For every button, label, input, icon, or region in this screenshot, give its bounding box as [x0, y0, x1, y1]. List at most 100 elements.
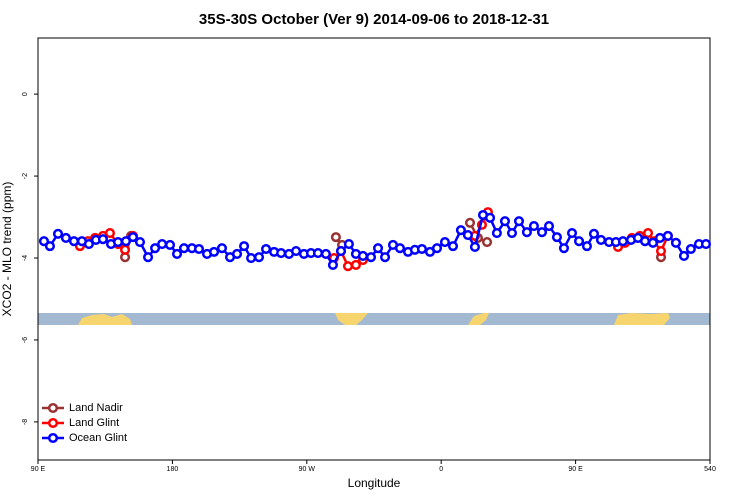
- data-point: [655, 245, 667, 257]
- x-tick-label: 90 E: [568, 466, 583, 473]
- data-point: [484, 212, 496, 223]
- data-point: [380, 252, 391, 263]
- legend-label: Land Nadir: [69, 402, 123, 414]
- data-point: [700, 239, 712, 250]
- x-tick-label: 180: [167, 466, 179, 473]
- y-tick-label: 0: [22, 92, 29, 96]
- data-point: [365, 252, 377, 263]
- data-point: [209, 246, 220, 257]
- data-point: [320, 248, 331, 259]
- data-point: [193, 243, 205, 255]
- land-band: [614, 313, 670, 325]
- data-point: [394, 243, 406, 254]
- data-point: [595, 234, 607, 246]
- data-point: [68, 236, 80, 247]
- land-band: [468, 313, 489, 325]
- data-point: [171, 248, 183, 259]
- y-axis-label: XCO2 - MLO trend (ppm): [0, 182, 14, 317]
- y-tick-label: -6: [22, 337, 29, 343]
- data-point: [521, 227, 532, 238]
- data-point: [38, 236, 50, 247]
- data-point: [157, 239, 168, 250]
- data-point: [276, 248, 287, 259]
- y-tick-label: -2: [22, 173, 29, 179]
- data-point: [581, 241, 592, 252]
- data-point: [60, 232, 71, 243]
- data-point: [327, 259, 338, 271]
- data-point: [513, 216, 525, 227]
- data-point: [290, 245, 302, 257]
- data-point: [491, 227, 502, 239]
- data-point: [127, 232, 139, 243]
- data-point: [120, 244, 131, 255]
- x-tick-label: 540: [704, 466, 716, 473]
- data-point: [312, 248, 324, 259]
- data-point: [330, 232, 341, 243]
- data-point: [253, 252, 265, 263]
- data-point: [481, 236, 493, 248]
- data-point: [350, 259, 361, 271]
- data-point: [678, 250, 690, 262]
- data-point: [464, 217, 476, 228]
- data-point: [447, 241, 459, 252]
- data-point: [83, 239, 94, 250]
- data-point: [469, 241, 480, 253]
- data-point: [134, 236, 146, 248]
- data-point: [335, 245, 347, 257]
- data-point: [642, 227, 654, 239]
- data-point: [455, 225, 466, 236]
- data-point: [588, 228, 600, 239]
- data-point: [647, 237, 659, 248]
- land-mask: [38, 313, 710, 325]
- data-point: [343, 239, 354, 250]
- data-point: [150, 243, 161, 254]
- data-point: [528, 221, 539, 232]
- legend-marker: [47, 432, 59, 444]
- data-point: [120, 236, 132, 247]
- data-point: [232, 248, 243, 259]
- data-point: [357, 250, 368, 262]
- data-point: [239, 241, 250, 252]
- land-band: [78, 314, 132, 325]
- data-point: [342, 261, 354, 272]
- x-axis-label: Longitude: [348, 476, 401, 490]
- data-point: [573, 236, 585, 247]
- data-point: [44, 241, 55, 252]
- data-point: [662, 230, 673, 241]
- data-point: [52, 228, 64, 239]
- data-point: [506, 227, 518, 239]
- data-point: [558, 243, 570, 254]
- data-point: [104, 227, 116, 239]
- legend-marker: [47, 417, 59, 429]
- data-point: [439, 236, 450, 248]
- x-tick-label: 90 W: [299, 466, 316, 473]
- legend-label: Ocean Glint: [69, 432, 127, 444]
- land-band: [335, 313, 368, 325]
- data-point: [431, 243, 443, 254]
- legend-label: Land Glint: [69, 417, 119, 429]
- data-point: [216, 243, 228, 254]
- data-point: [246, 252, 257, 264]
- data-point: [670, 237, 682, 248]
- y-tick-label: -4: [22, 255, 29, 261]
- data-point: [164, 239, 176, 250]
- data-point: [143, 252, 154, 263]
- data-point: [462, 230, 473, 241]
- ocean-band: [38, 313, 710, 325]
- data-point: [639, 236, 651, 247]
- plot-frame: [37, 37, 711, 461]
- chart-title: 35S-30S October (Ver 9) 2014-09-06 to 20…: [199, 11, 549, 28]
- data-point: [260, 243, 272, 255]
- data-point: [416, 243, 427, 255]
- data-point: [178, 243, 190, 254]
- data-point: [617, 236, 628, 247]
- data-point: [654, 232, 666, 243]
- data-point: [543, 221, 555, 232]
- data-point: [685, 243, 696, 255]
- data-point: [536, 227, 548, 238]
- data-point: [551, 232, 562, 243]
- data-point: [112, 236, 124, 248]
- data-point: [372, 243, 384, 254]
- x-tick-label: 0: [439, 466, 443, 473]
